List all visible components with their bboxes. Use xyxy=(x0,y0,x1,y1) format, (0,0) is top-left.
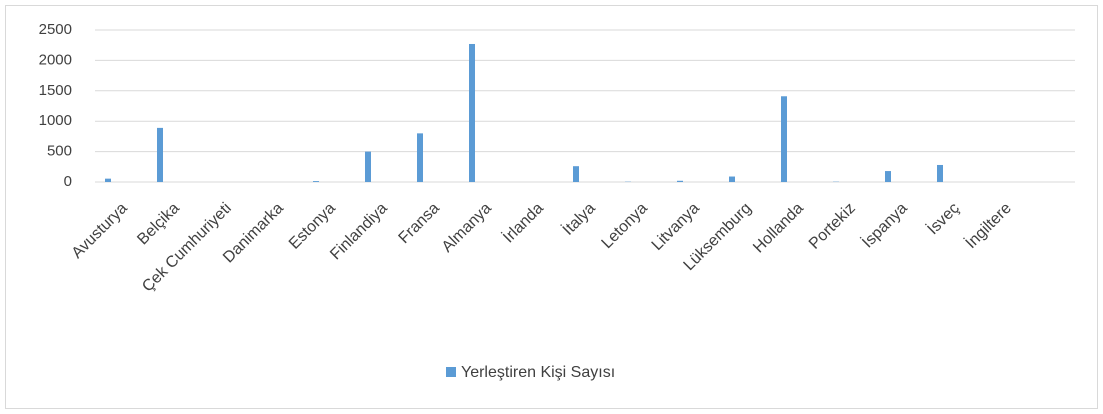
chart-border xyxy=(5,5,1098,409)
legend-label: Yerleştiren Kişi Sayısı xyxy=(461,364,615,381)
bar xyxy=(157,127,163,182)
bar xyxy=(365,151,371,182)
bar xyxy=(417,133,423,182)
y-tick-label: 2500 xyxy=(39,21,72,38)
y-tick-label: 2000 xyxy=(39,51,72,68)
bar xyxy=(313,181,319,182)
bar xyxy=(729,176,735,182)
y-tick-label: 0 xyxy=(64,173,72,190)
bar xyxy=(105,178,111,182)
bar xyxy=(937,164,943,182)
bar xyxy=(885,171,891,182)
bar xyxy=(573,166,579,182)
y-tick-label: 500 xyxy=(47,143,72,160)
bar xyxy=(469,43,475,182)
y-tick-label: 1500 xyxy=(39,82,72,99)
bar xyxy=(781,96,787,182)
bar xyxy=(677,180,683,182)
y-tick-label: 1000 xyxy=(39,112,72,129)
legend-swatch xyxy=(446,367,456,377)
